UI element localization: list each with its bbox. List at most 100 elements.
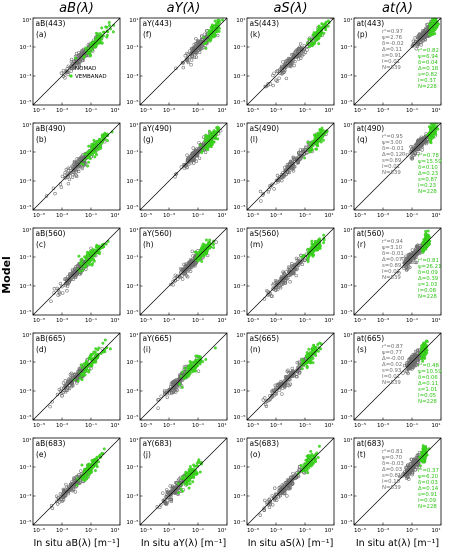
nomad-point — [296, 160, 301, 165]
y-tick-label: 10⁻³ — [19, 493, 31, 500]
nomad-point — [170, 380, 174, 385]
vembanad-point — [97, 147, 101, 151]
nomad-point — [276, 495, 280, 499]
nomad-point — [271, 73, 275, 78]
vembanad-point — [305, 351, 309, 355]
nomad-point — [415, 40, 419, 44]
nomad-point — [192, 47, 196, 51]
nomad-point — [163, 390, 167, 395]
vembanad-point — [309, 147, 313, 151]
nomad-point — [50, 506, 55, 511]
panel-variable-label: aY(443) — [143, 19, 172, 28]
vembanad-point — [89, 355, 93, 359]
nomad-point — [186, 265, 190, 270]
y-tick-label: 10⁻¹ — [19, 254, 31, 261]
x-tick-label: 10⁻¹ — [192, 107, 204, 114]
nomad-point — [297, 369, 302, 373]
nomad-point — [419, 135, 423, 139]
one-to-one-line — [246, 122, 335, 211]
vembanad-point — [213, 346, 217, 350]
panel-frame — [139, 437, 228, 526]
nomad-point — [283, 384, 287, 389]
vembanad-point — [80, 463, 84, 467]
vembanad-point — [92, 138, 96, 142]
panel-frame — [32, 227, 121, 316]
vembanad-point — [100, 37, 104, 41]
y-tick-label: 10⁻¹ — [19, 359, 31, 366]
x-tick-label: 10⁻³ — [56, 422, 68, 429]
vembanad-point — [94, 44, 97, 48]
x-tick-label: 10¹ — [110, 317, 119, 324]
vembanad-point — [94, 457, 98, 461]
vembanad-point — [105, 35, 109, 39]
nomad-point — [171, 390, 176, 395]
nomad-point — [409, 156, 413, 160]
vembanad-stat: I=0.37 — [418, 78, 436, 84]
vembanad-point — [428, 135, 432, 139]
nomad-point — [279, 67, 283, 71]
vembanad-point — [90, 41, 94, 45]
nomad-point — [168, 484, 172, 488]
vembanad-stat: r²=0.48 — [418, 362, 439, 369]
panel-letter: (r) — [357, 240, 366, 249]
x-tick-label: 10¹ — [324, 107, 333, 114]
vembanad-point — [94, 151, 97, 155]
x-tick-label: 10¹ — [110, 107, 119, 114]
nomad-point — [61, 498, 66, 502]
nomad-point — [296, 47, 301, 51]
panel-letter: (q) — [357, 135, 368, 144]
vembanad-point — [326, 19, 330, 23]
nomad-point — [297, 157, 302, 162]
nomad-point — [281, 60, 285, 64]
vembanad-point — [189, 474, 193, 478]
nomad-point — [276, 382, 281, 386]
nomad-point — [182, 262, 186, 267]
nomad-point — [298, 42, 303, 46]
vembanad-point — [421, 250, 425, 254]
vembanad-point — [183, 366, 187, 370]
nomad-point — [419, 43, 423, 47]
vembanad-point — [203, 136, 207, 140]
vembanad-point — [199, 355, 202, 359]
nomad-point — [203, 150, 208, 155]
nomad-point — [58, 492, 63, 496]
x-tick-label: 10⁻⁵ — [33, 422, 45, 429]
nomad-point — [267, 505, 272, 509]
vembanad-point — [312, 253, 316, 257]
nomad-point — [282, 488, 287, 492]
vembanad-point — [200, 259, 204, 263]
vembanad-point — [179, 487, 183, 491]
nomad-point — [72, 59, 76, 64]
vembanad-point — [317, 42, 321, 46]
vembanad-point — [80, 259, 84, 263]
vembanad-point — [212, 132, 216, 136]
nomad-point — [299, 154, 303, 158]
panel-letter: (e) — [36, 450, 47, 459]
vembanad-point — [423, 247, 427, 251]
vembanad-point — [322, 31, 326, 35]
nomad-point — [288, 160, 293, 164]
panel-letter: (a) — [36, 30, 47, 39]
nomad-point — [181, 65, 185, 70]
vembanad-point — [87, 160, 91, 164]
x-tick-label: 10¹ — [110, 422, 119, 429]
vembanad-point — [207, 144, 211, 148]
vembanad-point — [91, 352, 95, 356]
vembanad-point — [318, 341, 322, 345]
vembanad-stat: Δ=0.11 — [418, 381, 438, 387]
vembanad-point — [188, 465, 192, 468]
vembanad-point — [324, 20, 328, 24]
nomad-point — [178, 267, 183, 271]
vembanad-point — [81, 268, 85, 272]
vembanad-point — [194, 361, 198, 365]
vembanad-point — [81, 162, 85, 166]
nomad-point — [270, 389, 274, 394]
vembanad-point — [87, 368, 91, 372]
nomad-point — [294, 372, 299, 376]
nomad-stat: Δ=0.02 — [382, 362, 402, 368]
vembanad-point — [299, 463, 303, 467]
vembanad-point — [96, 245, 100, 249]
x-tick-label: 10⁻¹ — [192, 212, 204, 219]
vembanad-point — [100, 26, 104, 30]
nomad-point — [184, 163, 188, 167]
